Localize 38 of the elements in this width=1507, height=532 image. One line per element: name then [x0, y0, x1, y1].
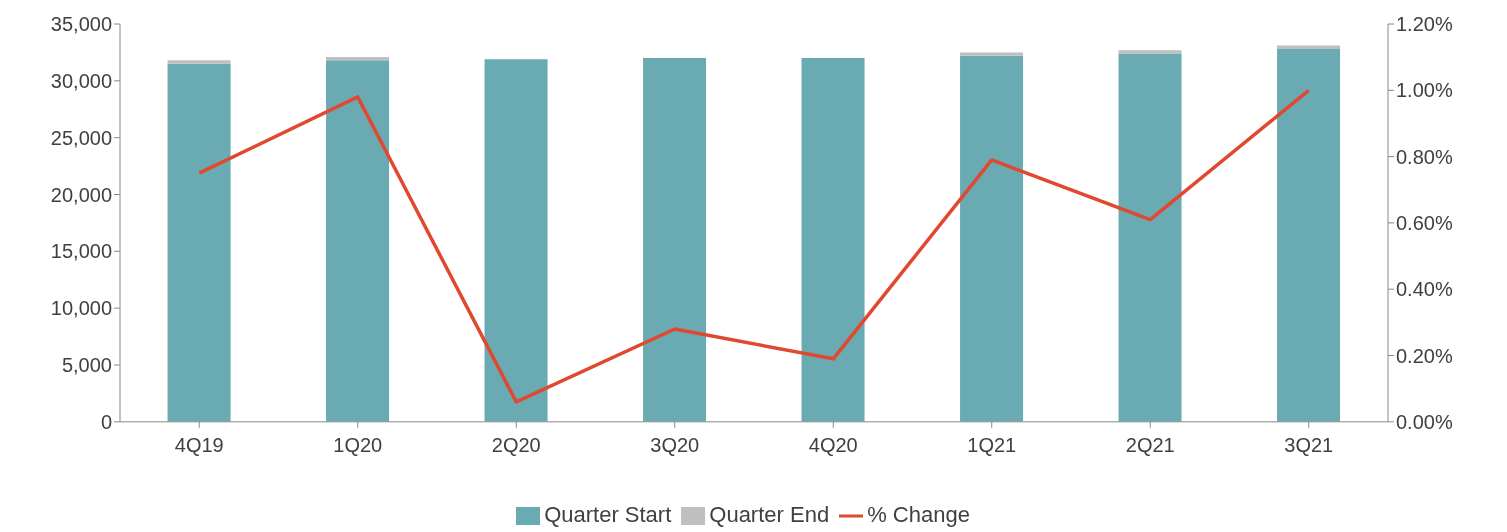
- legend-label: Quarter End: [709, 501, 830, 527]
- y-tick-label: 20,000: [50, 183, 112, 206]
- y-tick-label: 15,000: [50, 240, 112, 263]
- y2-tick-label: 0.60%: [1396, 212, 1453, 235]
- y-tick-label: 5,000: [61, 354, 112, 377]
- x-tick-label: 1Q20: [333, 434, 383, 457]
- bar: [960, 55, 1024, 422]
- bar: [167, 60, 231, 64]
- x-tick-label: 4Q19: [174, 434, 224, 457]
- bar: [643, 58, 707, 422]
- y-tick-label: 10,000: [50, 297, 112, 320]
- x-tick-label: 3Q21: [1284, 434, 1334, 457]
- bar: [960, 52, 1024, 56]
- y-tick-label: 0: [100, 410, 112, 433]
- bar: [484, 59, 548, 422]
- bar: [167, 63, 231, 422]
- y2-tick-label: 0.20%: [1396, 344, 1453, 367]
- y2-tick-label: 0.80%: [1396, 145, 1453, 168]
- legend-label: % Change: [867, 501, 970, 527]
- bar: [1118, 50, 1182, 54]
- y2-tick-label: 1.20%: [1396, 13, 1453, 36]
- x-tick-label: 3Q20: [650, 434, 700, 457]
- y2-tick-label: 1.00%: [1396, 79, 1453, 102]
- y2-tick-label: 0.00%: [1396, 410, 1453, 433]
- bar: [1277, 49, 1341, 422]
- y-tick-label: 25,000: [50, 126, 112, 149]
- x-tick-label: 2Q21: [1125, 434, 1175, 457]
- bar: [801, 58, 865, 422]
- bar: [1118, 53, 1182, 422]
- x-tick-label: 2Q20: [491, 434, 541, 457]
- y-tick-label: 35,000: [50, 13, 112, 36]
- bar: [326, 60, 390, 422]
- x-tick-label: 1Q21: [967, 434, 1017, 457]
- y2-tick-label: 0.40%: [1396, 278, 1453, 301]
- y-tick-label: 30,000: [50, 69, 112, 92]
- x-tick-label: 4Q20: [808, 434, 858, 457]
- legend-label: Quarter Start: [544, 501, 672, 527]
- line-series: [197, 88, 1311, 404]
